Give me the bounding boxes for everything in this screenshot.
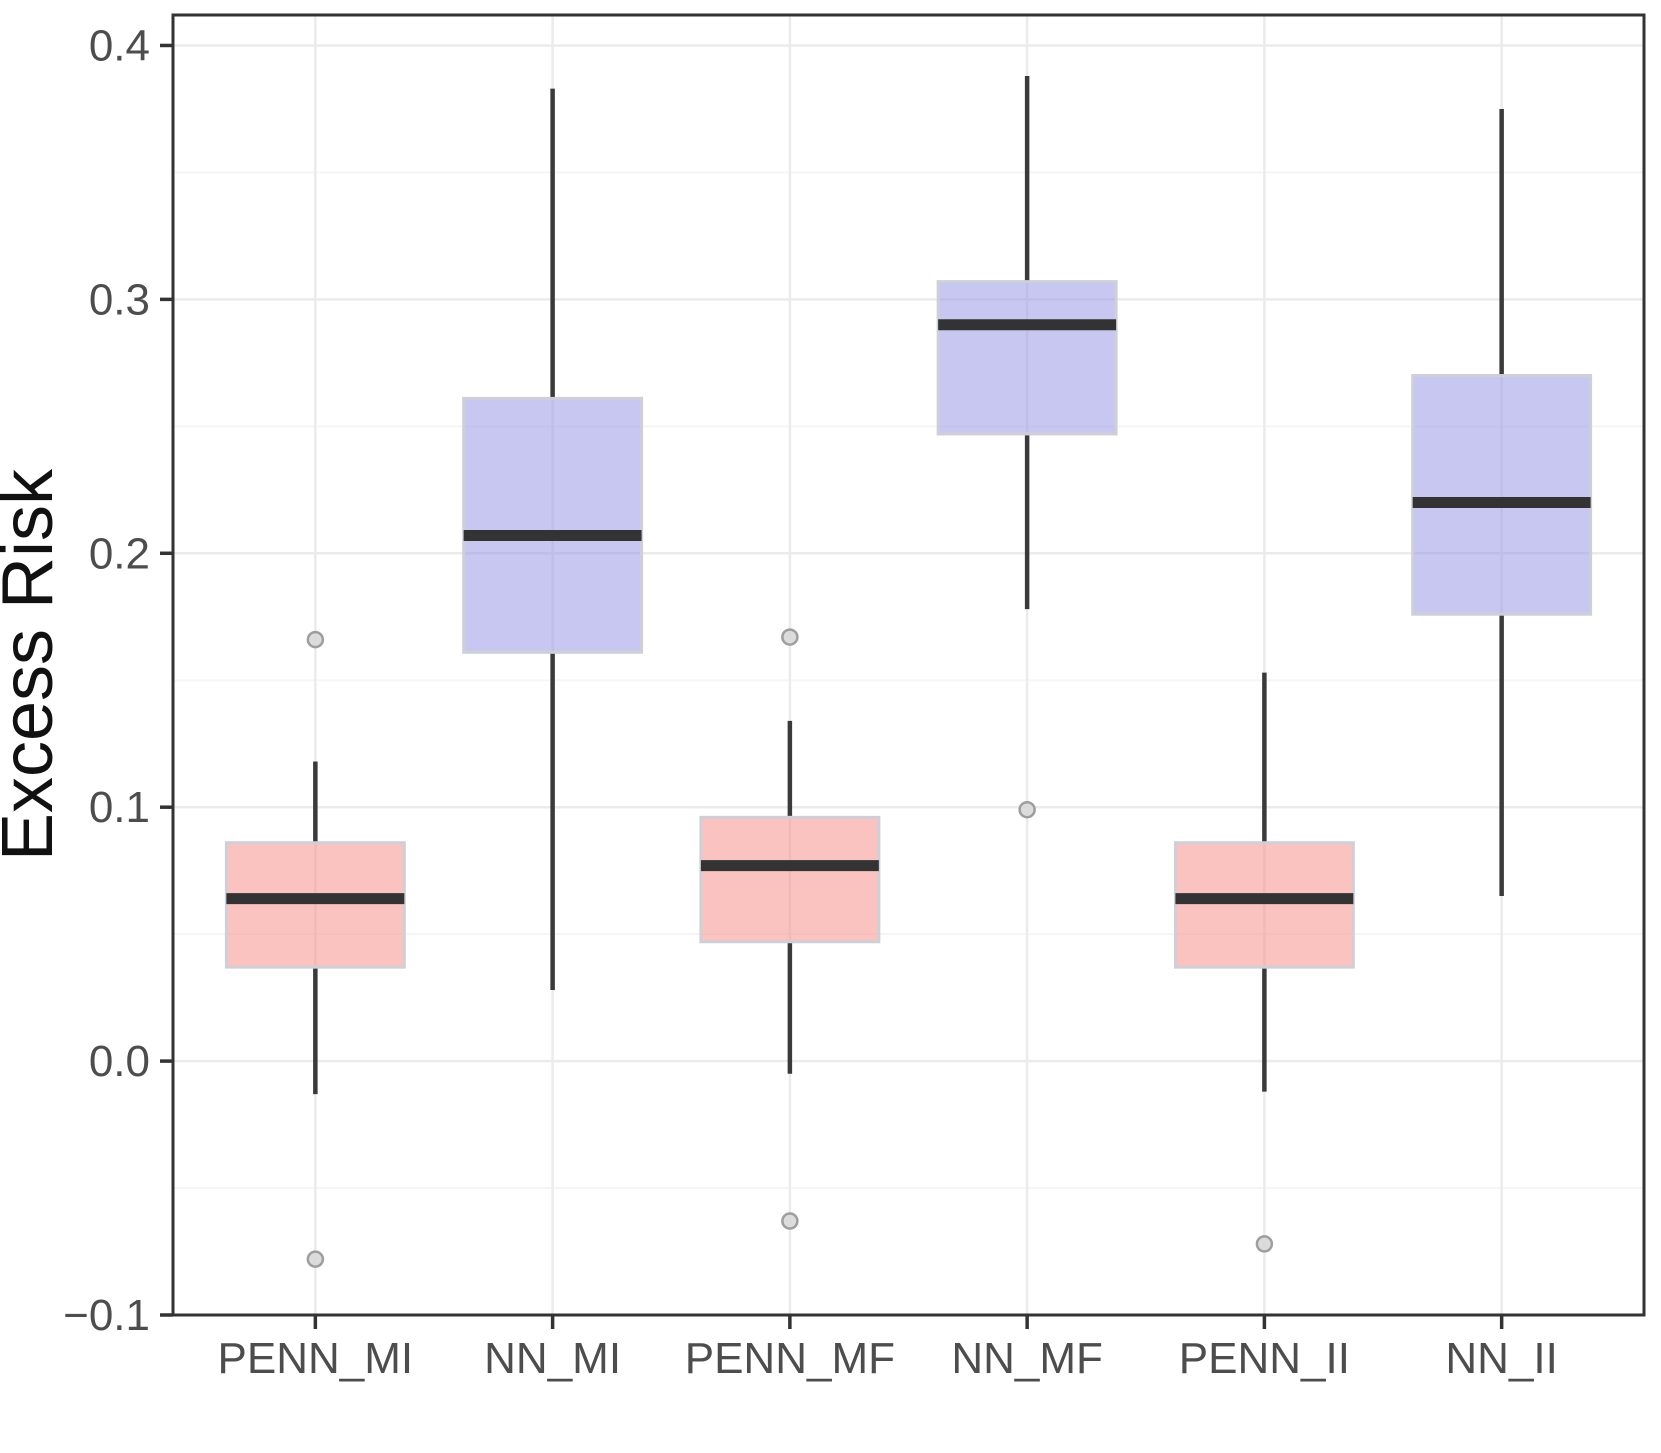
- y-tick-label: 0.4: [89, 21, 150, 70]
- x-tick-label: PENN_II: [1179, 1334, 1350, 1383]
- x-tick-label: NN_MF: [951, 1334, 1103, 1383]
- x-tick-label: NN_II: [1445, 1334, 1557, 1383]
- plot-panel: [173, 15, 1644, 1315]
- outlier-point: [1255, 1235, 1274, 1253]
- x-tick-label: NN_MI: [484, 1334, 621, 1383]
- outlier-point: [1018, 800, 1036, 819]
- panel-border: [171, 13, 1646, 1317]
- y-tick-label: 0.2: [89, 529, 150, 578]
- iqr-box: [224, 841, 406, 969]
- boxplot-PENN_MF: [699, 628, 881, 1230]
- axes: −0.1 0.0 0.1 0.2 0.3 0.4 PENN_MI NN_MI PENN_MF NN…: [63, 21, 1558, 1383]
- boxplot-NN_II: [1411, 108, 1593, 897]
- iqr-box: [699, 815, 881, 944]
- boxplot-NN_MF: [936, 75, 1118, 819]
- outlier-point: [781, 628, 799, 646]
- y-axis-title: Excess Risk: [0, 468, 68, 861]
- y-tick-label: 0.1: [89, 783, 150, 832]
- iqr-box: [936, 280, 1118, 436]
- outlier-point: [306, 1250, 325, 1268]
- iqr-box: [1411, 374, 1593, 616]
- boxplot-PENN_MI: [224, 630, 406, 1268]
- boxplot-PENN_II: [1173, 672, 1355, 1253]
- box-series: [224, 75, 1593, 1268]
- y-tick-label: −0.1: [63, 1291, 150, 1340]
- y-tick-label: 0.0: [89, 1037, 150, 1086]
- boxplot-NN_MI: [462, 88, 644, 990]
- iqr-box: [462, 396, 644, 654]
- outlier-point: [306, 630, 325, 649]
- outlier-point: [781, 1212, 799, 1230]
- iqr-box: [1173, 841, 1355, 969]
- x-tick-label: PENN_MF: [685, 1334, 895, 1383]
- y-tick-label: 0.3: [89, 275, 150, 324]
- x-tick-label: PENN_MI: [218, 1334, 414, 1383]
